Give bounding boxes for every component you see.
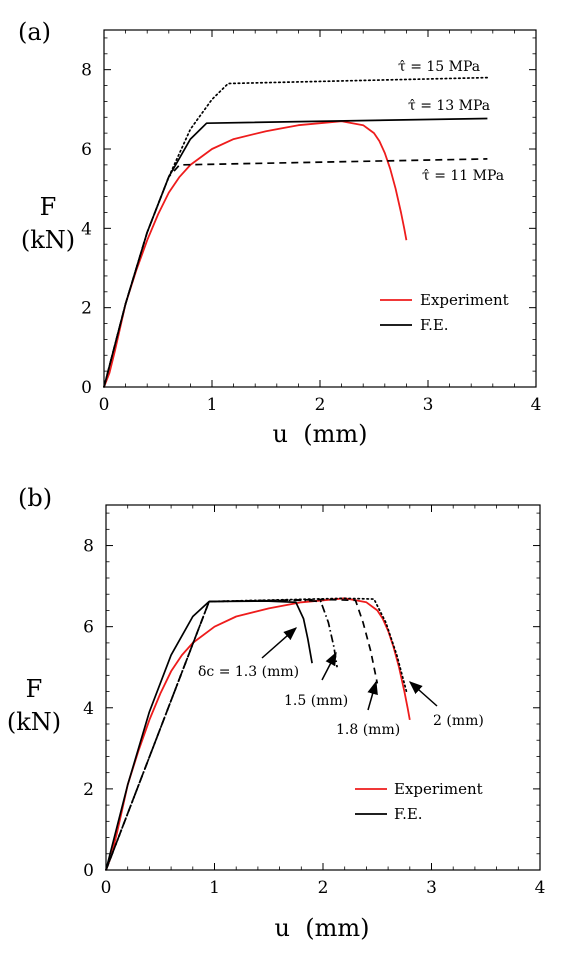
panel-a-legend: Experiment F.E.	[380, 291, 509, 334]
arrow-delta-1-5	[321, 651, 337, 681]
panel-b-fe-dotted-curve	[105, 597, 408, 871]
panel-b-ticks: 0 1 2 3 4 0 2 4 6 8	[83, 505, 545, 898]
panel-a-x-tick-label: 0	[99, 395, 110, 415]
panel-a-fe-dashed-curve	[103, 158, 488, 388]
panel-a-fe-dotted-curve	[103, 76, 489, 388]
annotation-delta-1-5: 1.5 (mm)	[284, 693, 348, 709]
panel-b-y-tick-label: 4	[83, 699, 94, 719]
panel-b-annotations: δc = 1.3 (mm) 1.5 (mm) 1.8 (mm) 2 (mm)	[198, 627, 484, 738]
legend-b-fe-label: F.E.	[394, 805, 423, 823]
arrow-delta-1-3	[261, 627, 298, 659]
annotation-delta-2: 2 (mm)	[433, 713, 484, 729]
panel-b-y-tick-label: 2	[83, 780, 94, 800]
panel-b-plot-frame	[105, 504, 541, 871]
annotation-tau-15: τ̂ = 15 MPa	[398, 59, 480, 75]
panel-b-y-label-f: F	[26, 675, 43, 703]
panel-b-fe-dashed-curve	[105, 598, 379, 871]
panel-b-label: (b)	[18, 484, 52, 512]
panel-a-x-axis-label: u (mm)	[273, 420, 368, 448]
panel-a-x-tick-label: 4	[531, 395, 542, 415]
panel-b-x-tick-label: 1	[209, 878, 220, 898]
panel-b: (b) 0 1 2 3 4 0 2 4 6 8 F (kN) u (mm) δc = 1.3 (m…	[7, 484, 546, 942]
panel-b-y-tick-label: 6	[83, 618, 94, 638]
panel-a-y-tick-label: 6	[81, 140, 92, 160]
arrow-delta-1-8	[367, 680, 378, 711]
panel-b-x-tick-label: 4	[535, 878, 546, 898]
legend-experiment-label: Experiment	[420, 291, 509, 309]
panel-b-y-label-unit: (kN)	[7, 708, 61, 736]
panel-a-y-tick-label: 0	[81, 378, 92, 398]
panel-b-x-tick-label: 2	[318, 878, 329, 898]
panel-a-curves	[103, 76, 489, 388]
panel-b-y-tick-label: 8	[83, 537, 94, 557]
annotation-delta-1-8: 1.8 (mm)	[336, 722, 400, 738]
panel-a-y-tick-label: 4	[81, 219, 92, 239]
panel-b-x-tick-label: 0	[101, 878, 112, 898]
legend-fe-label: F.E.	[420, 316, 449, 334]
panel-b-curves	[105, 597, 411, 871]
panel-a-label: (a)	[18, 18, 51, 46]
panel-a-x-tick-label: 3	[423, 395, 434, 415]
panel-a: (a) 0 1 2 3 4 0 2 4 6 8 F (kN) u (mm) τ̂ = 15 MPa…	[18, 18, 541, 448]
panel-b-y-tick-label: 0	[83, 861, 94, 881]
panel-b-x-axis-label: u (mm)	[275, 914, 370, 942]
panel-a-x-tick-label: 2	[315, 395, 326, 415]
panel-a-x-tick-label: 1	[207, 395, 218, 415]
annotation-delta-1-3: δc = 1.3 (mm)	[198, 664, 299, 680]
panel-a-y-label-f: F	[40, 193, 57, 221]
annotation-tau-13: τ̂ = 13 MPa	[408, 98, 490, 114]
panel-a-y-label-unit: (kN)	[21, 226, 75, 254]
panel-a-ticks: 0 1 2 3 4 0 2 4 6 8	[81, 30, 541, 415]
panel-a-plot-frame	[103, 29, 537, 388]
panel-a-fe-solid-curve	[103, 117, 488, 388]
legend-b-experiment-label: Experiment	[394, 780, 483, 798]
panel-b-fe-dashdot-curve	[105, 599, 338, 871]
arrow-delta-2	[408, 681, 438, 707]
panel-b-x-tick-label: 3	[426, 878, 437, 898]
panel-a-y-tick-label: 8	[81, 61, 92, 81]
panel-a-experiment-solid-curve	[103, 120, 408, 388]
panel-a-y-tick-label: 2	[81, 299, 92, 319]
annotation-tau-11: τ̂ = 11 MPa	[422, 168, 504, 184]
panel-b-legend: Experiment F.E.	[355, 780, 483, 823]
